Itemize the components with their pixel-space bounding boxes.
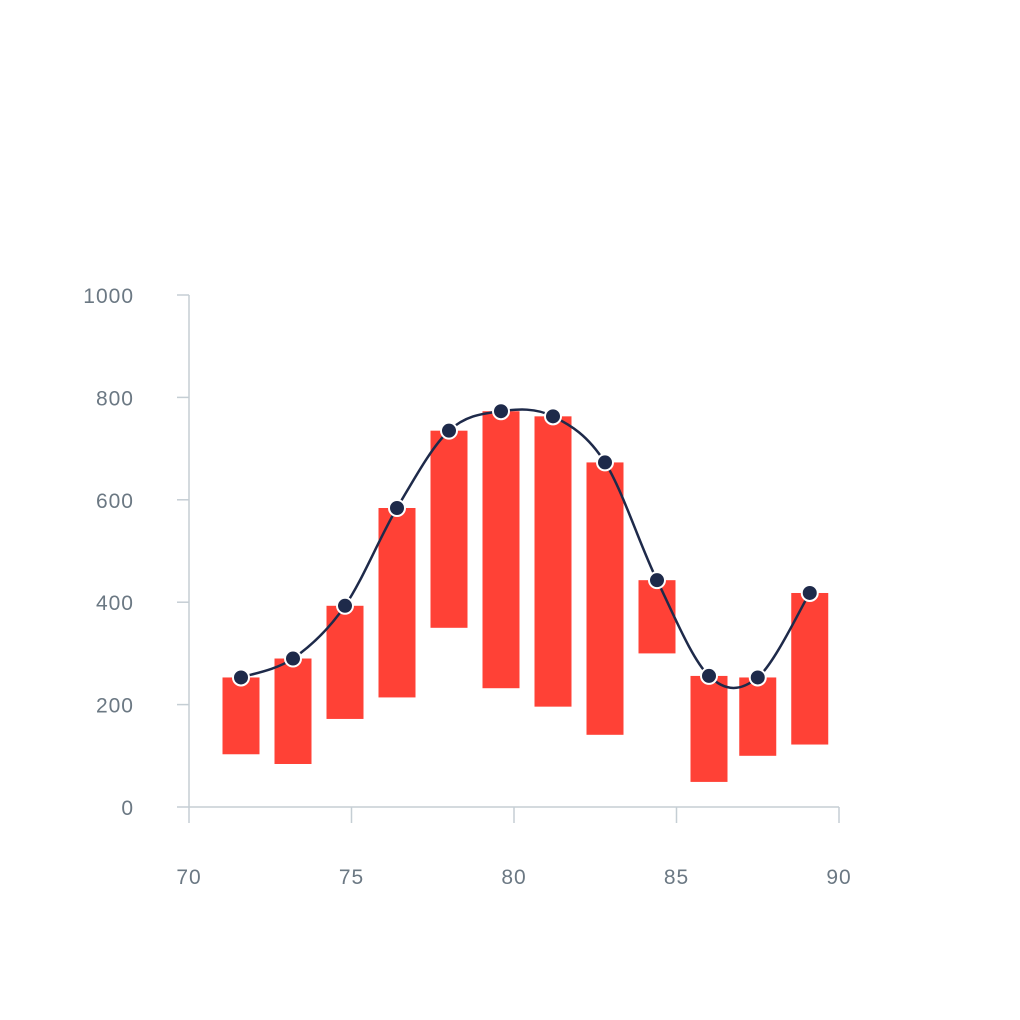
y-tick-label: 600 [96,490,134,513]
trend-point [748,668,767,687]
bar [690,675,728,782]
bar [430,430,468,628]
bar [739,677,777,756]
x-tick-label: 80 [501,866,526,889]
trend-point [492,402,510,421]
trend-points [232,402,819,687]
bar [274,658,312,764]
bar [326,605,364,719]
x-tick-label: 70 [176,866,201,889]
y-tick-label: 0 [121,797,134,820]
trend-point [700,666,718,685]
x-tick-label: 85 [664,866,689,889]
trend-point [232,668,250,687]
bar [534,416,572,707]
bar [378,507,416,698]
trend-point [336,596,354,615]
trend-point [596,453,614,472]
trend-point [544,407,562,426]
trend-point [648,571,666,590]
y-tick-label: 1000 [83,285,134,308]
y-axis-ticks: 0 200 400 600 800 1000 [83,285,189,820]
trend-point [800,583,819,602]
bar [482,411,520,689]
trend-point [440,421,458,440]
trend-line [240,408,811,690]
bar [638,580,676,654]
x-tick-label: 90 [826,866,851,889]
x-axis-ticks: 70 75 80 85 90 [176,807,851,889]
bar [222,677,260,755]
trend-point [284,649,302,668]
x-tick-label: 75 [339,866,364,889]
y-tick-label: 400 [96,592,134,615]
y-tick-label: 200 [96,695,134,718]
y-tick-label: 800 [96,387,134,410]
trend-point [388,498,406,517]
bars [222,411,829,782]
bar [586,462,624,735]
